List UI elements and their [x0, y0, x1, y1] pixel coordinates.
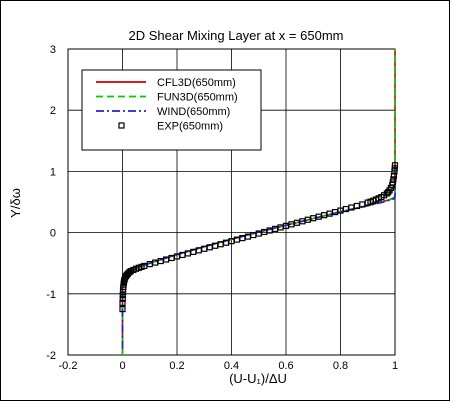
data-point [119, 295, 126, 302]
series-group [119, 49, 399, 355]
y-axis-label: Y/δω [8, 188, 23, 218]
legend-swatch-exp [118, 122, 125, 129]
plot-area [67, 48, 396, 356]
legend: CFL3D(650mm) FUN3D(650mm) WIND(650mm) EXP(6… [81, 69, 262, 151]
data-point [390, 172, 398, 179]
y-tick-label: -2 [46, 350, 56, 362]
y-tick-label: 0 [50, 228, 56, 240]
chart-title: 2D Shear Mixing Layer at x = 650mm [129, 28, 344, 43]
x-tick-label: 0.8 [333, 360, 348, 372]
data-point [119, 306, 126, 313]
series-exp-markers [119, 162, 399, 313]
legend-label: WIND(650mm) [157, 106, 230, 118]
y-tick-label: 1 [50, 166, 56, 178]
x-tick-label: 0.6 [278, 360, 293, 372]
y-tick-label: 3 [50, 44, 56, 56]
x-tick-label: 0.2 [169, 360, 184, 372]
x-axis-label: (U-U₁)/ΔU [229, 371, 287, 386]
legend-box [81, 69, 262, 151]
legend-label: CFL3D(650mm) [157, 77, 236, 89]
y-axis-ticks: -2 -1 0 1 2 3 [46, 44, 56, 362]
y-tick-label: -1 [46, 289, 56, 301]
x-tick-label: 0 [119, 360, 125, 372]
data-point [390, 176, 397, 183]
x-tick-label: 0.4 [224, 360, 239, 372]
y-tick-label: 2 [50, 105, 56, 117]
legend-label: FUN3D(650mm) [157, 92, 238, 104]
x-tick-label: 1 [392, 360, 398, 372]
x-axis-ticks: -0.2 0 0.2 0.4 0.6 0.8 1 [59, 360, 399, 372]
data-point [391, 162, 399, 169]
legend-label: EXP(650mm) [157, 121, 223, 133]
x-tick-label: -0.2 [59, 360, 78, 372]
data-point [119, 299, 126, 307]
